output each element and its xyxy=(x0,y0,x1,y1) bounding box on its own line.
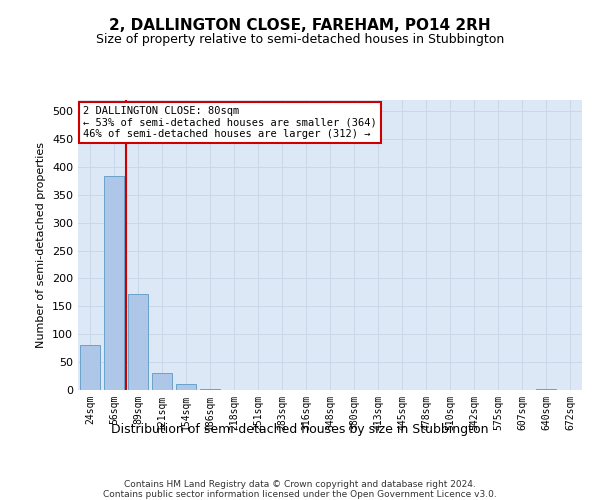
Text: 2, DALLINGTON CLOSE, FAREHAM, PO14 2RH: 2, DALLINGTON CLOSE, FAREHAM, PO14 2RH xyxy=(109,18,491,32)
Bar xyxy=(128,294,148,390)
Text: Size of property relative to semi-detached houses in Stubbington: Size of property relative to semi-detach… xyxy=(96,32,504,46)
Y-axis label: Number of semi-detached properties: Number of semi-detached properties xyxy=(37,142,46,348)
Bar xyxy=(104,176,124,390)
Text: 2 DALLINGTON CLOSE: 80sqm
← 53% of semi-detached houses are smaller (364)
46% of: 2 DALLINGTON CLOSE: 80sqm ← 53% of semi-… xyxy=(83,106,377,139)
Text: Distribution of semi-detached houses by size in Stubbington: Distribution of semi-detached houses by … xyxy=(111,422,489,436)
Text: Contains HM Land Registry data © Crown copyright and database right 2024.: Contains HM Land Registry data © Crown c… xyxy=(124,480,476,489)
Bar xyxy=(176,384,196,390)
Bar xyxy=(80,346,100,390)
Bar xyxy=(152,374,172,390)
Text: Contains public sector information licensed under the Open Government Licence v3: Contains public sector information licen… xyxy=(103,490,497,499)
